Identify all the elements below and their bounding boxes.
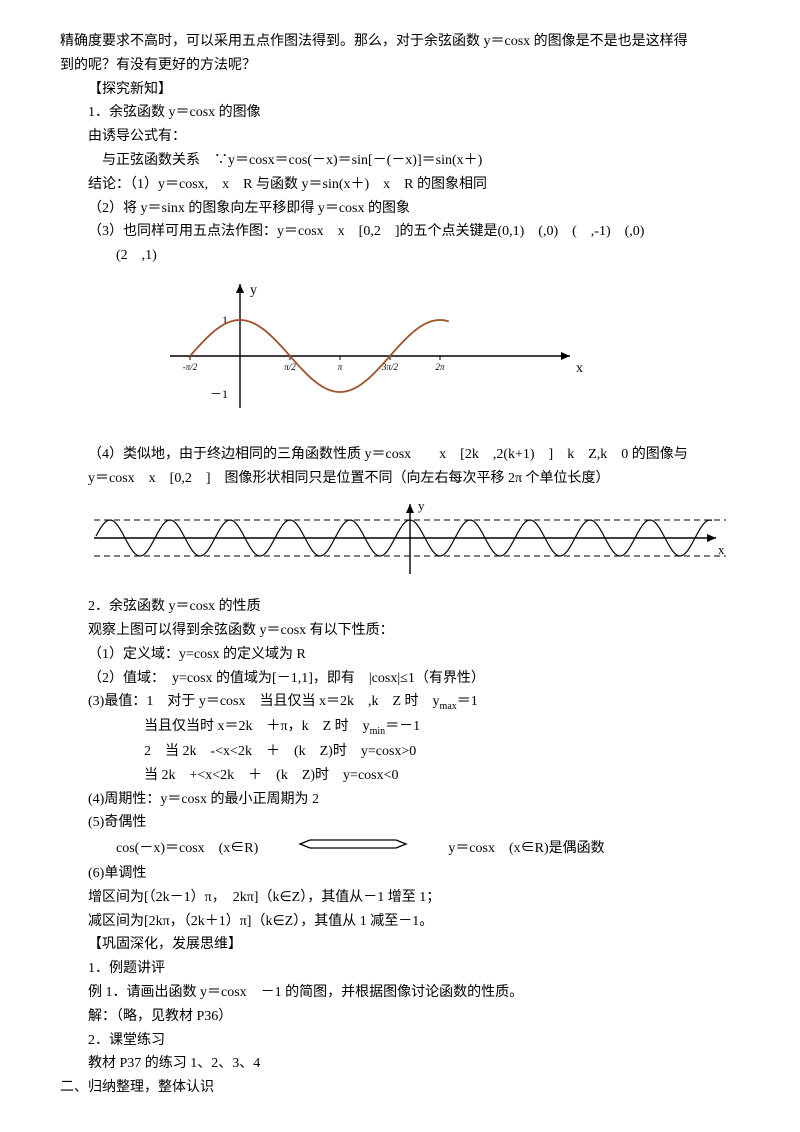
svg-text:－1: －1 xyxy=(210,387,228,401)
document-page: 精确度要求不高时，可以采用五点作图法得到。那么，对于余弦函数 y＝cosx 的图… xyxy=(0,0,800,1130)
section2-title: 2．余弦函数 y＝cosx 的性质 xyxy=(60,595,740,619)
prop-domain: （1）定义域：y=cosx 的定义域为 R xyxy=(60,643,740,667)
item-1-title: 1．余弦函数 y＝cosx 的图像 xyxy=(60,101,740,125)
svg-text:y: y xyxy=(250,283,257,298)
prop-max-text: (3)最值：1 对于 y＝cosx 当且仅当 x＝2k ,k Z 时 y xyxy=(88,694,440,709)
svg-text:y: y xyxy=(418,498,425,513)
practice-ref: 教材 P37 的练习 1、2、3、4 xyxy=(60,1052,740,1076)
prop-mono-dec: 减区间为[2kπ，（2k＋1）π]（k∈Z），其值从 1 减至－1。 xyxy=(60,910,740,934)
chart2-svg: yx xyxy=(90,498,730,578)
ymin-sub: min xyxy=(370,726,386,737)
prop-mono-inc: 增区间为[（2k－1）π， 2kπ]（k∈Z），其值从－1 增至 1； xyxy=(60,886,740,910)
prop-max: (3)最值：1 对于 y＝cosx 当且仅当 x＝2k ,k Z 时 ymax＝… xyxy=(60,690,740,715)
section3-item1: 1．例题讲评 xyxy=(60,957,740,981)
ymax-sub: max xyxy=(440,701,457,712)
conclusion-1-text: （1）y＝cosx, x R 与函数 y＝sin(x＋) x R 的图象相同 xyxy=(130,177,487,192)
cosine-single-period-chart: 1－1-π/2π/2π3π/22πyx xyxy=(130,276,740,435)
intro-line-1: 精确度要求不高时，可以采用五点作图法得到。那么，对于余弦函数 y＝cosx 的图… xyxy=(60,30,740,54)
section-explore-title: 【探究新知】 xyxy=(60,78,740,102)
conclusion-4a: （4）类似地，由于终边相同的三角函数性质 y＝cosx x [2k ,2(k+1… xyxy=(60,443,740,467)
prop-min-text: 当且仅当时 x＝2k ＋π，k Z 时 y xyxy=(144,719,370,734)
induction-line: 由诱导公式有： xyxy=(60,125,740,149)
svg-text:π/2: π/2 xyxy=(284,362,296,372)
prop-neg: 当 2k +<x<2k ＋ (k Z)时 y=cosx<0 xyxy=(60,764,740,788)
svg-text:2π: 2π xyxy=(435,362,445,372)
section3-title: 【巩固深化，发展思维】 xyxy=(60,933,740,957)
prop-mono-title: (6)单调性 xyxy=(60,862,740,886)
example-1-solution: 解：（略，见教材 P36） xyxy=(60,1005,740,1029)
conclusion-2: （2）将 y＝sinx 的图象向左平移即得 y＝cosx 的图象 xyxy=(60,197,740,221)
conclusion-4b: y＝cosx x [0,2 ] 图像形状相同只是位置不同（向左右每次平移 2π … xyxy=(60,467,740,491)
conclusion-3: （3）也同样可用五点法作图：y＝cosx x [0,2 ]的五个点关键是(0,1… xyxy=(60,220,740,244)
prop-period: (4)周期性：y＝cosx 的最小正周期为 2 xyxy=(60,788,740,812)
svg-text:x: x xyxy=(718,542,725,557)
conclusion-1: 结论：（1）y＝cosx, x R 与函数 y＝sin(x＋) x R 的图象相… xyxy=(60,173,740,197)
section4-title: 二、归纳整理，整体认识 xyxy=(60,1076,740,1100)
intro-line-2: 到的呢？有没有更好的方法呢？ xyxy=(60,54,740,78)
prop-pos: 2 当 2k -<x<2k ＋ (k Z)时 y=cosx>0 xyxy=(60,740,740,764)
svg-text:π: π xyxy=(338,362,343,372)
sine-relation: 与正弦函数关系 ∵y＝cosx＝cos(－x)＝sin[－(－x)]＝sin(x… xyxy=(60,149,740,173)
prop-parity-line: cos(－x)＝cosx (x∈R) y＝cosx (x∈R)是偶函数 xyxy=(60,835,740,862)
example-1: 例 1．请画出函数 y＝cosx －1 的简图，并根据图像讨论函数的性质。 xyxy=(60,981,740,1005)
prop-min: 当且仅当时 x＝2k ＋π，k Z 时 ymin＝－1 xyxy=(60,715,740,740)
svg-text:x: x xyxy=(576,361,583,376)
cosine-periodic-chart: yx xyxy=(90,498,740,587)
section3-item2: 2．课堂练习 xyxy=(60,1029,740,1053)
conclusion-label: 结论： xyxy=(88,177,130,192)
prop-parity-title: (5)奇偶性 xyxy=(60,811,740,835)
prop-min-end: ＝－1 xyxy=(385,719,420,734)
svg-text:-π/2: -π/2 xyxy=(183,362,198,372)
biarrow-icon xyxy=(298,835,408,862)
parity-right: y＝cosx (x∈R)是偶函数 xyxy=(448,837,604,861)
prop-max-end: ＝1 xyxy=(457,694,478,709)
chart1-svg: 1－1-π/2π/2π3π/22πyx xyxy=(130,276,590,426)
section2-observe: 观察上图可以得到余弦函数 y＝cosx 有以下性质： xyxy=(60,619,740,643)
parity-left: cos(－x)＝cosx (x∈R) xyxy=(116,837,258,861)
prop-range: （2）值域： y=cosx 的值域为[－1,1]，即有 |cosx|≤1（有界性… xyxy=(60,667,740,691)
conclusion-3b: (2 ,1) xyxy=(60,244,740,268)
biarrow-svg xyxy=(298,835,408,853)
